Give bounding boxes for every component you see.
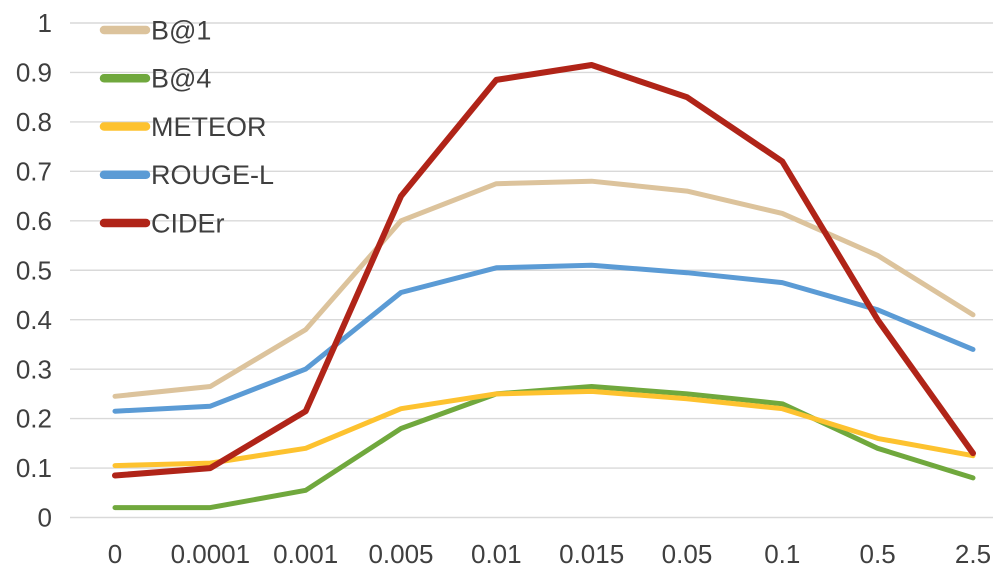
x-tick-label: 0.001 <box>273 539 338 569</box>
legend-label: B@4 <box>151 64 211 94</box>
x-tick-label: 0.01 <box>471 539 522 569</box>
x-tick-label: 0.015 <box>559 539 624 569</box>
legend-label: B@1 <box>151 15 211 45</box>
y-tick-label: 1 <box>38 8 52 38</box>
legend-label: CIDEr <box>151 208 225 238</box>
x-tick-label: 0.1 <box>764 539 800 569</box>
y-tick-label: 0.1 <box>16 453 52 483</box>
series-line-cider <box>112 62 976 479</box>
legend-label: METEOR <box>151 112 267 142</box>
legend-label: ROUGE-L <box>151 160 274 190</box>
series-line-meteor <box>112 388 976 469</box>
y-tick-label: 0.9 <box>16 58 52 88</box>
y-tick-label: 0 <box>38 503 52 533</box>
x-tick-label: 0.005 <box>368 539 433 569</box>
x-tick-label: 0.05 <box>662 539 713 569</box>
y-tick-label: 0.4 <box>16 305 52 335</box>
x-tick-label: 0 <box>108 539 122 569</box>
y-tick-label: 0.6 <box>16 206 52 236</box>
x-tick-label: 0.5 <box>860 539 896 569</box>
y-tick-label: 0.7 <box>16 156 52 186</box>
series-line-rouge-l <box>112 262 976 414</box>
x-tick-label: 2.5 <box>955 539 991 569</box>
y-tick-label: 0.3 <box>16 354 52 384</box>
x-tick-label: 0.0001 <box>171 539 251 569</box>
y-tick-label: 0.5 <box>16 255 52 285</box>
y-tick-label: 0.8 <box>16 107 52 137</box>
y-tick-label: 0.2 <box>16 404 52 434</box>
series-line-b-1 <box>112 178 976 399</box>
